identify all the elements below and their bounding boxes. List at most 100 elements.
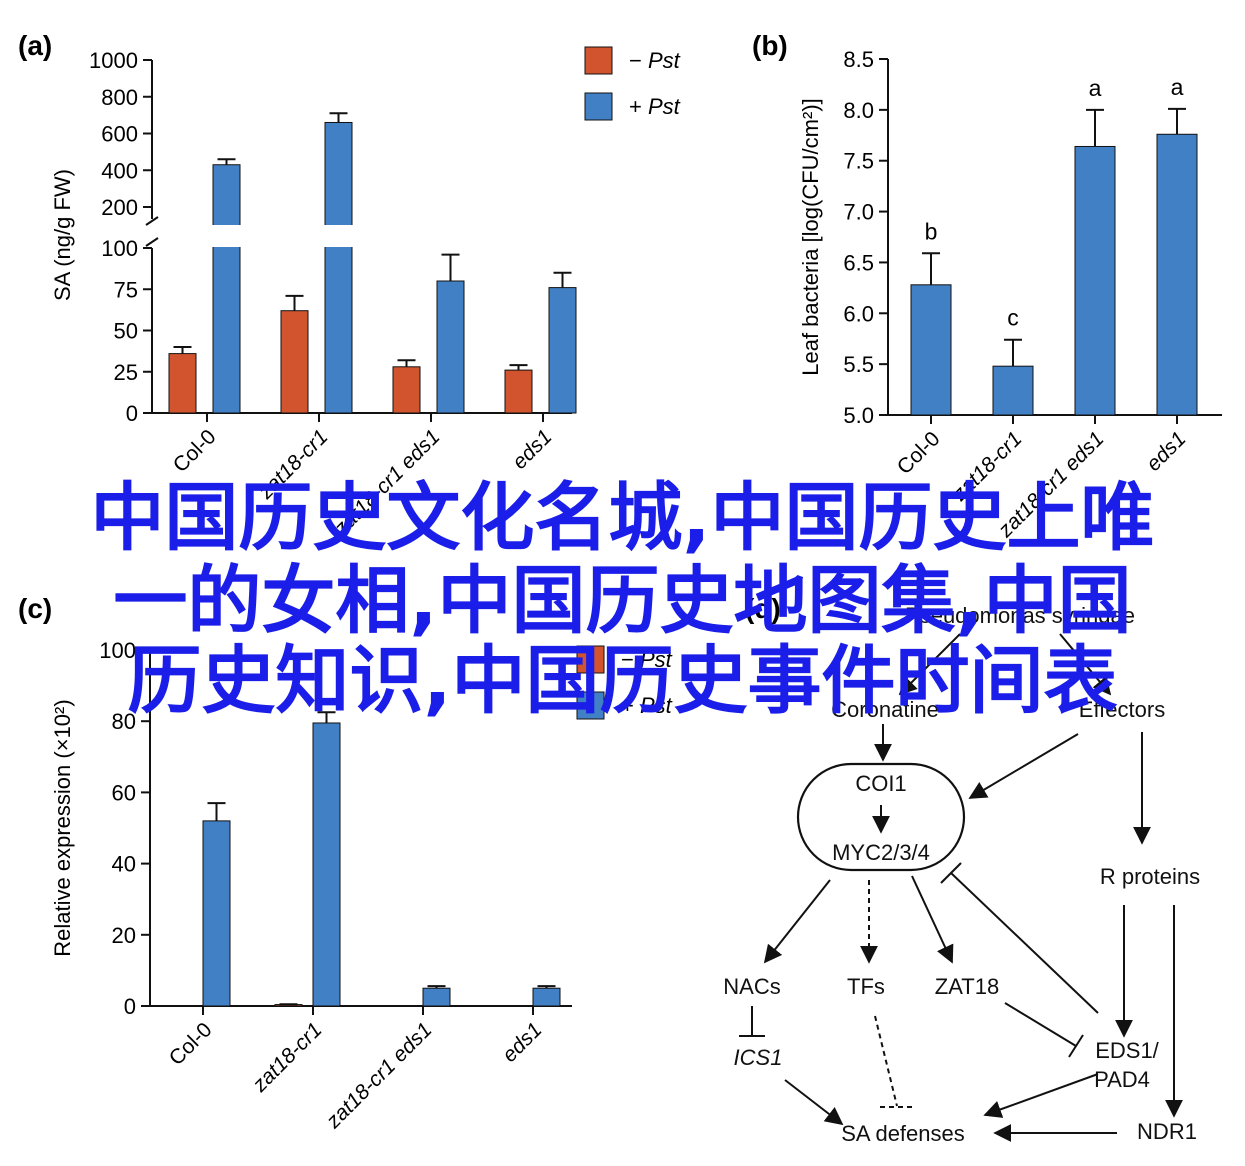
chart-a: 0 25 50 75 100 200 400 600 800 1000 SA (ng/g FW) Co… (50, 46, 681, 540)
axis-break-gap (182, 225, 572, 247)
bar-plus-pst (422, 987, 451, 1007)
x-tick-label: eds1 (508, 425, 556, 473)
significance-letter: b (925, 218, 938, 244)
chart-c: 0 20 40 60 80 100 Relative expression (×10²) Co… (50, 638, 673, 1133)
y-tick-label: 8.0 (843, 98, 874, 123)
y-tick-label: 6.0 (843, 301, 874, 326)
x-tick-label: eds1 (1142, 427, 1190, 475)
bar-plus-pst (202, 820, 231, 1007)
node-ndr1: NDR1 (1137, 1119, 1197, 1144)
edge-eds1-inhibits-myc-bar (940, 862, 962, 884)
node-effectors: Effectors (1079, 697, 1165, 722)
edge-zat18-eds1-bar (1068, 1034, 1084, 1058)
node-r-proteins: R proteins (1100, 864, 1200, 889)
edge-pst-effectors (1059, 633, 1112, 696)
legend-swatch-minus (576, 645, 605, 674)
edge-eds1-sa (983, 1073, 1099, 1118)
chart-b: 5.0 5.5 6.0 6.5 7.0 7.5 8.0 8.5 Leaf bacteria [l… (798, 47, 1222, 542)
bar-minus-pst (392, 366, 421, 414)
significance-letter: c (1007, 305, 1019, 331)
panel-label-b: (b) (752, 30, 788, 61)
edge-pst-coronatine (898, 633, 961, 696)
legend-swatch-plus (584, 92, 613, 121)
y-tick-label: 7.5 (843, 149, 874, 174)
bar-minus-pst (504, 369, 533, 414)
edge-ics1-sa (784, 1079, 844, 1126)
coi1-myc-box (796, 762, 966, 872)
bar-plus-pst (548, 287, 577, 414)
y-tick-label: 75 (114, 277, 138, 302)
y-tick-label: 40 (112, 852, 136, 877)
bar (910, 284, 952, 416)
overlay-line-1: 中国历史文化名城,中国历史上唯 (90, 475, 1155, 561)
node-pseudomonas: Pseudomonas syringae (905, 603, 1135, 628)
bar-plus-pst (436, 280, 465, 414)
y-tick-label: 100 (101, 236, 138, 261)
bar-minus-pst (168, 353, 197, 414)
y-axis-label: Relative expression (×10²) (50, 699, 75, 956)
y-tick-label: 7.0 (843, 200, 874, 225)
bar (1074, 145, 1116, 416)
node-sa-defenses: SA defenses (841, 1121, 965, 1146)
y-tick-label: 1000 (89, 48, 138, 73)
pathway-diagram: Pseudomonas syringae Coronatine Effector… (723, 603, 1200, 1146)
edge-effectors-coi1 (968, 733, 1079, 799)
node-coi1: COI1 (855, 771, 906, 796)
x-tick-label: Col-0 (165, 1018, 217, 1070)
bar-minus-pst (280, 310, 309, 414)
bar (992, 365, 1034, 416)
y-tick-label: 0 (124, 994, 136, 1019)
bar-plus-pst (532, 987, 561, 1007)
bar-plus-pst (212, 164, 241, 414)
significance-letter: a (1089, 75, 1102, 101)
y-axis-label: SA (ng/g FW) (50, 169, 75, 301)
edge-myc-nacs (763, 879, 831, 964)
legend-swatch-plus (576, 691, 605, 720)
node-eds1-line1: EDS1/ (1095, 1038, 1159, 1063)
x-tick-label: zat18-cr1 eds1 (321, 1018, 436, 1133)
y-tick-label: 200 (101, 195, 138, 220)
overlay-line-3: 历史知识,中国历史事件时间表 (127, 638, 1118, 724)
bar-plus-pst (312, 722, 341, 1007)
x-tick-label: zat18-cr1 (248, 1018, 327, 1097)
y-tick-label: 60 (112, 780, 136, 805)
y-tick-label: 100 (99, 638, 136, 663)
y-tick-label: 25 (114, 360, 138, 385)
x-tick-label: Col-0 (893, 427, 945, 479)
y-tick-label: 600 (101, 122, 138, 147)
node-nacs: NACs (723, 974, 780, 999)
y-tick-label: 20 (112, 923, 136, 948)
significance-letter: a (1171, 74, 1184, 100)
y-tick-label: 6.5 (843, 250, 874, 275)
y-tick-label: 8.5 (843, 47, 874, 72)
panel-label-a: (a) (18, 30, 52, 61)
legend-swatch-minus (584, 46, 613, 75)
y-tick-label: 50 (114, 319, 138, 344)
axis-break-mark-top (145, 216, 159, 226)
panel-label-d: (d) (745, 593, 781, 624)
bar-plus-pst (324, 121, 353, 414)
axis-break-mark-bottom (145, 237, 159, 247)
legend-label-minus: − Pst (621, 647, 673, 672)
y-tick-label: 0 (126, 401, 138, 426)
y-tick-label: 5.0 (843, 403, 874, 428)
node-myc: MYC2/3/4 (832, 840, 930, 865)
edge-eds1-inhibits-myc (950, 872, 1099, 1014)
y-tick-label: 800 (101, 85, 138, 110)
y-tick-label: 80 (112, 709, 136, 734)
y-axis-label: Leaf bacteria [log(CFU/cm²)] (798, 98, 823, 376)
y-tick-label: 400 (101, 158, 138, 183)
legend-label-plus: + Pst (629, 94, 681, 119)
edge-tfs-sa (874, 1015, 898, 1107)
y-tick-label: 5.5 (843, 352, 874, 377)
node-zat18: ZAT18 (935, 974, 999, 999)
panel-label-c: (c) (18, 593, 52, 624)
node-eds1-line2: PAD4 (1094, 1067, 1150, 1092)
edge-myc-zat18 (911, 875, 954, 964)
x-tick-label: Col-0 (169, 425, 221, 477)
edge-zat18-eds1 (1004, 1002, 1077, 1047)
node-ics1: ICS1 (734, 1045, 783, 1070)
overlay-line-2: 一的女相,中国历史地图集,中国 (113, 558, 1132, 644)
node-coronatine: Coronatine (831, 697, 939, 722)
